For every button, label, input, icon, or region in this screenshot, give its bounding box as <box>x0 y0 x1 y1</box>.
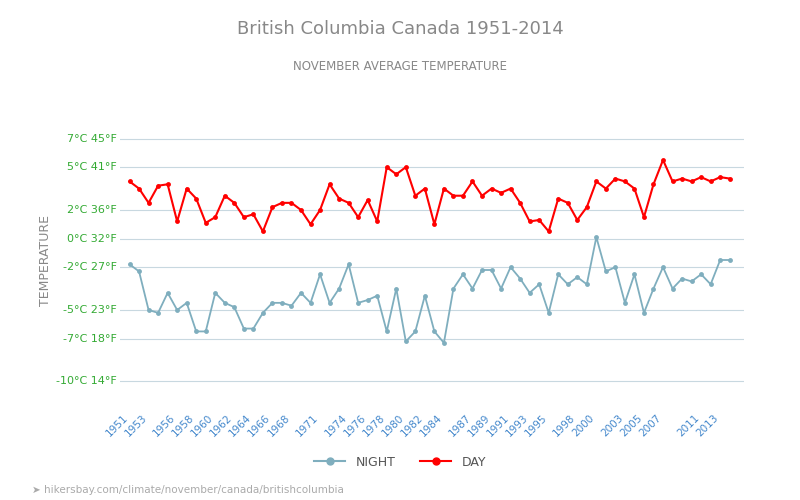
Text: 7°C 45°F: 7°C 45°F <box>67 134 117 143</box>
Text: 2°C 36°F: 2°C 36°F <box>67 205 117 215</box>
Text: 0°C 32°F: 0°C 32°F <box>67 234 117 243</box>
DAY <box>258 228 268 234</box>
NIGHT <box>515 276 525 281</box>
DAY <box>430 222 439 228</box>
NIGHT <box>591 234 601 240</box>
DAY <box>515 200 525 206</box>
Text: -5°C 23°F: -5°C 23°F <box>63 305 117 315</box>
NIGHT <box>725 257 734 263</box>
DAY <box>468 178 478 184</box>
Text: British Columbia Canada 1951-2014: British Columbia Canada 1951-2014 <box>237 20 563 38</box>
Text: -7°C 18°F: -7°C 18°F <box>63 334 117 344</box>
NIGHT <box>201 328 210 334</box>
Text: NOVEMBER AVERAGE TEMPERATURE: NOVEMBER AVERAGE TEMPERATURE <box>293 60 507 73</box>
DAY <box>201 220 210 226</box>
DAY <box>525 218 534 224</box>
Text: -10°C 14°F: -10°C 14°F <box>56 376 117 386</box>
DAY <box>382 164 391 170</box>
Line: DAY: DAY <box>127 158 732 234</box>
NIGHT <box>468 286 478 292</box>
DAY <box>125 178 134 184</box>
DAY <box>658 157 668 163</box>
Text: 5°C 41°F: 5°C 41°F <box>67 162 117 172</box>
NIGHT <box>525 290 534 296</box>
DAY <box>725 176 734 182</box>
Legend: NIGHT, DAY: NIGHT, DAY <box>309 451 491 474</box>
NIGHT <box>420 292 430 298</box>
NIGHT <box>125 262 134 268</box>
NIGHT <box>373 292 382 298</box>
Text: TEMPERATURE: TEMPERATURE <box>38 214 52 306</box>
Text: -2°C 27°F: -2°C 27°F <box>63 262 117 272</box>
Line: NIGHT: NIGHT <box>127 234 732 346</box>
NIGHT <box>439 340 449 346</box>
Text: ➤ hikersbay.com/climate/november/canada/britishcolumbia: ➤ hikersbay.com/climate/november/canada/… <box>32 485 344 495</box>
